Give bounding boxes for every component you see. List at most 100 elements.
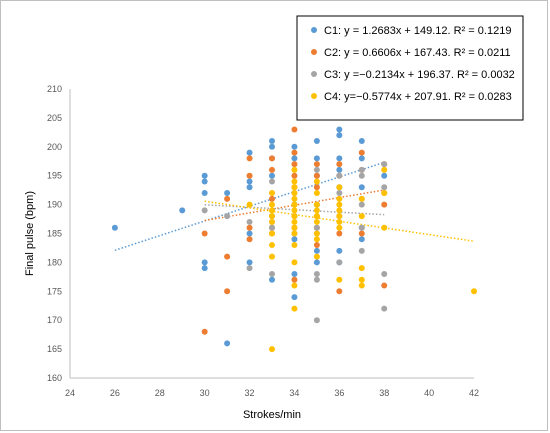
point-c2 [336, 161, 343, 168]
point-c4 [291, 224, 298, 231]
point-c4 [358, 195, 365, 202]
point-c1 [111, 224, 118, 231]
point-c1 [336, 126, 343, 133]
y-axis-title: Final pulse (bpm) [24, 191, 36, 276]
point-c4 [291, 259, 298, 266]
point-c4 [269, 242, 275, 249]
legend-marker-c4 [311, 93, 317, 99]
point-c1 [269, 143, 275, 150]
point-c2 [224, 195, 231, 202]
point-c4 [381, 166, 388, 173]
y-tick-label: 200 [47, 142, 62, 152]
point-c3 [358, 172, 365, 179]
point-c2 [336, 288, 343, 295]
point-c2 [269, 166, 275, 173]
point-c3 [201, 207, 208, 214]
y-tick-label: 165 [47, 344, 62, 354]
x-tick-label: 34 [289, 388, 299, 398]
point-c4 [269, 201, 275, 208]
point-c4 [471, 288, 477, 295]
point-c2 [313, 172, 320, 179]
legend: C1: y = 1.2683x + 149.12. R² = 0.1219 C2:… [296, 15, 524, 121]
point-c2 [224, 288, 231, 295]
point-c4 [269, 213, 275, 220]
point-c1 [291, 270, 298, 277]
point-c4 [336, 207, 343, 214]
point-c1 [291, 143, 298, 150]
point-c3 [269, 178, 275, 185]
x-tick-label: 32 [245, 388, 255, 398]
point-c1 [291, 155, 298, 162]
point-c1 [246, 178, 253, 185]
point-c4 [291, 230, 298, 237]
point-c3 [358, 224, 365, 231]
point-c2 [336, 230, 343, 237]
point-c4 [381, 190, 388, 197]
point-c3 [313, 276, 320, 283]
point-c3 [224, 213, 231, 220]
y-tick-label: 180 [47, 257, 62, 267]
point-c3 [381, 184, 388, 191]
point-c4 [313, 178, 320, 185]
point-c2 [381, 282, 388, 289]
y-tick-label: 185 [47, 229, 62, 239]
y-tick-label: 160 [47, 373, 62, 383]
point-c3 [358, 166, 365, 173]
point-c4 [269, 346, 275, 353]
point-c1 [224, 340, 231, 347]
x-tick-label: 38 [379, 388, 389, 398]
point-c2 [291, 149, 298, 156]
point-c2 [291, 161, 298, 168]
point-c3 [358, 201, 365, 208]
point-c4 [291, 166, 298, 173]
point-c4 [291, 190, 298, 197]
point-c1 [201, 190, 208, 197]
legend-marker-c2 [311, 49, 317, 55]
point-c4 [313, 253, 320, 260]
point-c1 [291, 236, 298, 243]
point-c4 [269, 230, 275, 237]
point-c4 [358, 265, 365, 272]
point-c1 [313, 138, 320, 145]
y-tick-label: 195 [47, 171, 62, 181]
point-c1 [336, 247, 343, 254]
point-c3 [358, 247, 365, 254]
point-c4 [381, 224, 388, 231]
point-c3 [381, 161, 388, 168]
point-c1 [336, 166, 343, 173]
legend-label-c4: C4: y=−0.5774x + 207.91. R² = 0.0283 [324, 91, 512, 103]
point-c4 [291, 242, 298, 249]
point-c4 [336, 213, 343, 220]
point-c4 [313, 236, 320, 243]
point-c1 [381, 172, 388, 179]
point-c1 [358, 138, 365, 145]
point-c2 [246, 172, 253, 179]
y-tick-label: 210 [47, 84, 62, 94]
point-c4 [313, 213, 320, 220]
point-c3 [313, 166, 320, 173]
point-c2 [246, 236, 253, 243]
point-c4 [313, 201, 320, 208]
point-c1 [246, 149, 253, 156]
x-tick-label: 30 [200, 388, 210, 398]
point-c1 [313, 247, 320, 254]
point-c2 [269, 155, 275, 162]
y-tick-labels: 160 165 170 175 180 185 190 195 200 205 210 [47, 84, 62, 383]
point-c4 [291, 282, 298, 289]
point-c1 [224, 190, 231, 197]
point-c4 [336, 276, 343, 283]
point-c1 [201, 178, 208, 185]
point-c3 [336, 172, 343, 179]
axes [69, 89, 474, 379]
legend-marker-c1 [311, 27, 317, 33]
point-c4 [291, 201, 298, 208]
point-c4 [291, 184, 298, 191]
data-points [111, 126, 477, 353]
point-c3 [269, 224, 275, 231]
point-c3 [313, 224, 320, 231]
point-c1 [269, 138, 275, 145]
point-c1 [269, 172, 275, 179]
point-c4 [246, 201, 253, 208]
